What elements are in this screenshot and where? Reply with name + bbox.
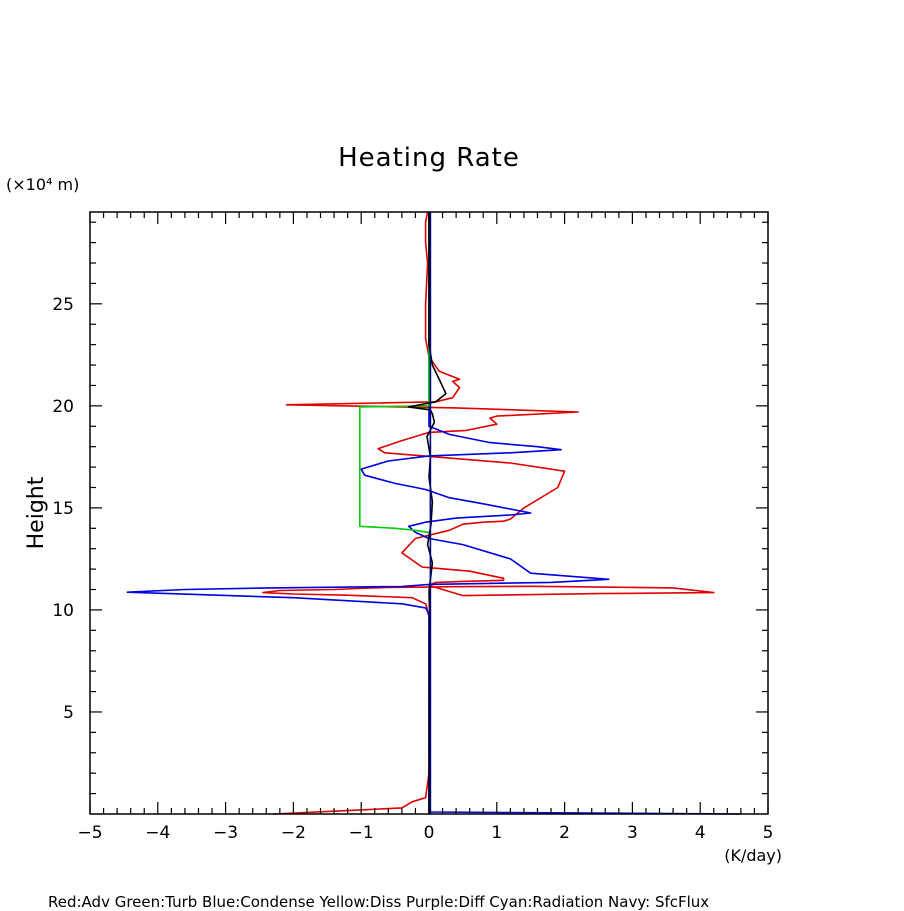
series-line-0 [262, 211, 715, 815]
x-tick-label: 4 [695, 823, 706, 843]
y-tick-label: 25 [52, 295, 74, 315]
series-line-2 [358, 212, 430, 534]
x-tick-label: −5 [77, 823, 102, 843]
y-axis-label: Height [24, 476, 49, 549]
y-tick-label: 10 [52, 601, 74, 621]
x-tick-label: −2 [281, 823, 306, 843]
y-tick-label: 5 [63, 703, 74, 723]
y-tick-label: 15 [52, 499, 74, 519]
series-layer [126, 211, 741, 815]
x-tick-label: 5 [763, 823, 774, 843]
x-tick-label: 1 [491, 823, 502, 843]
x-tick-label: 3 [627, 823, 638, 843]
color-legend: Red:Adv Green:Turb Blue:Condense Yellow:… [48, 893, 710, 911]
x-tick-label: −1 [349, 823, 374, 843]
x-tick-label: 0 [424, 823, 435, 843]
series-line-3 [407, 212, 447, 815]
x-tick-label: −3 [213, 823, 238, 843]
x-tick-label: −4 [145, 823, 170, 843]
plot-frame [89, 211, 769, 815]
y-axis-unit: (×10⁴ m) [6, 175, 79, 194]
chart-title: Heating Rate [338, 143, 520, 173]
axis-ticks: −5 −4 −3 −2 −1 0 1 2 3 4 5 5 10 15 20 25 [52, 212, 773, 843]
series-line-1 [126, 212, 741, 815]
x-tick-label: 2 [559, 823, 570, 843]
x-axis-unit: (K/day) [724, 846, 782, 865]
y-tick-label: 20 [52, 397, 74, 417]
